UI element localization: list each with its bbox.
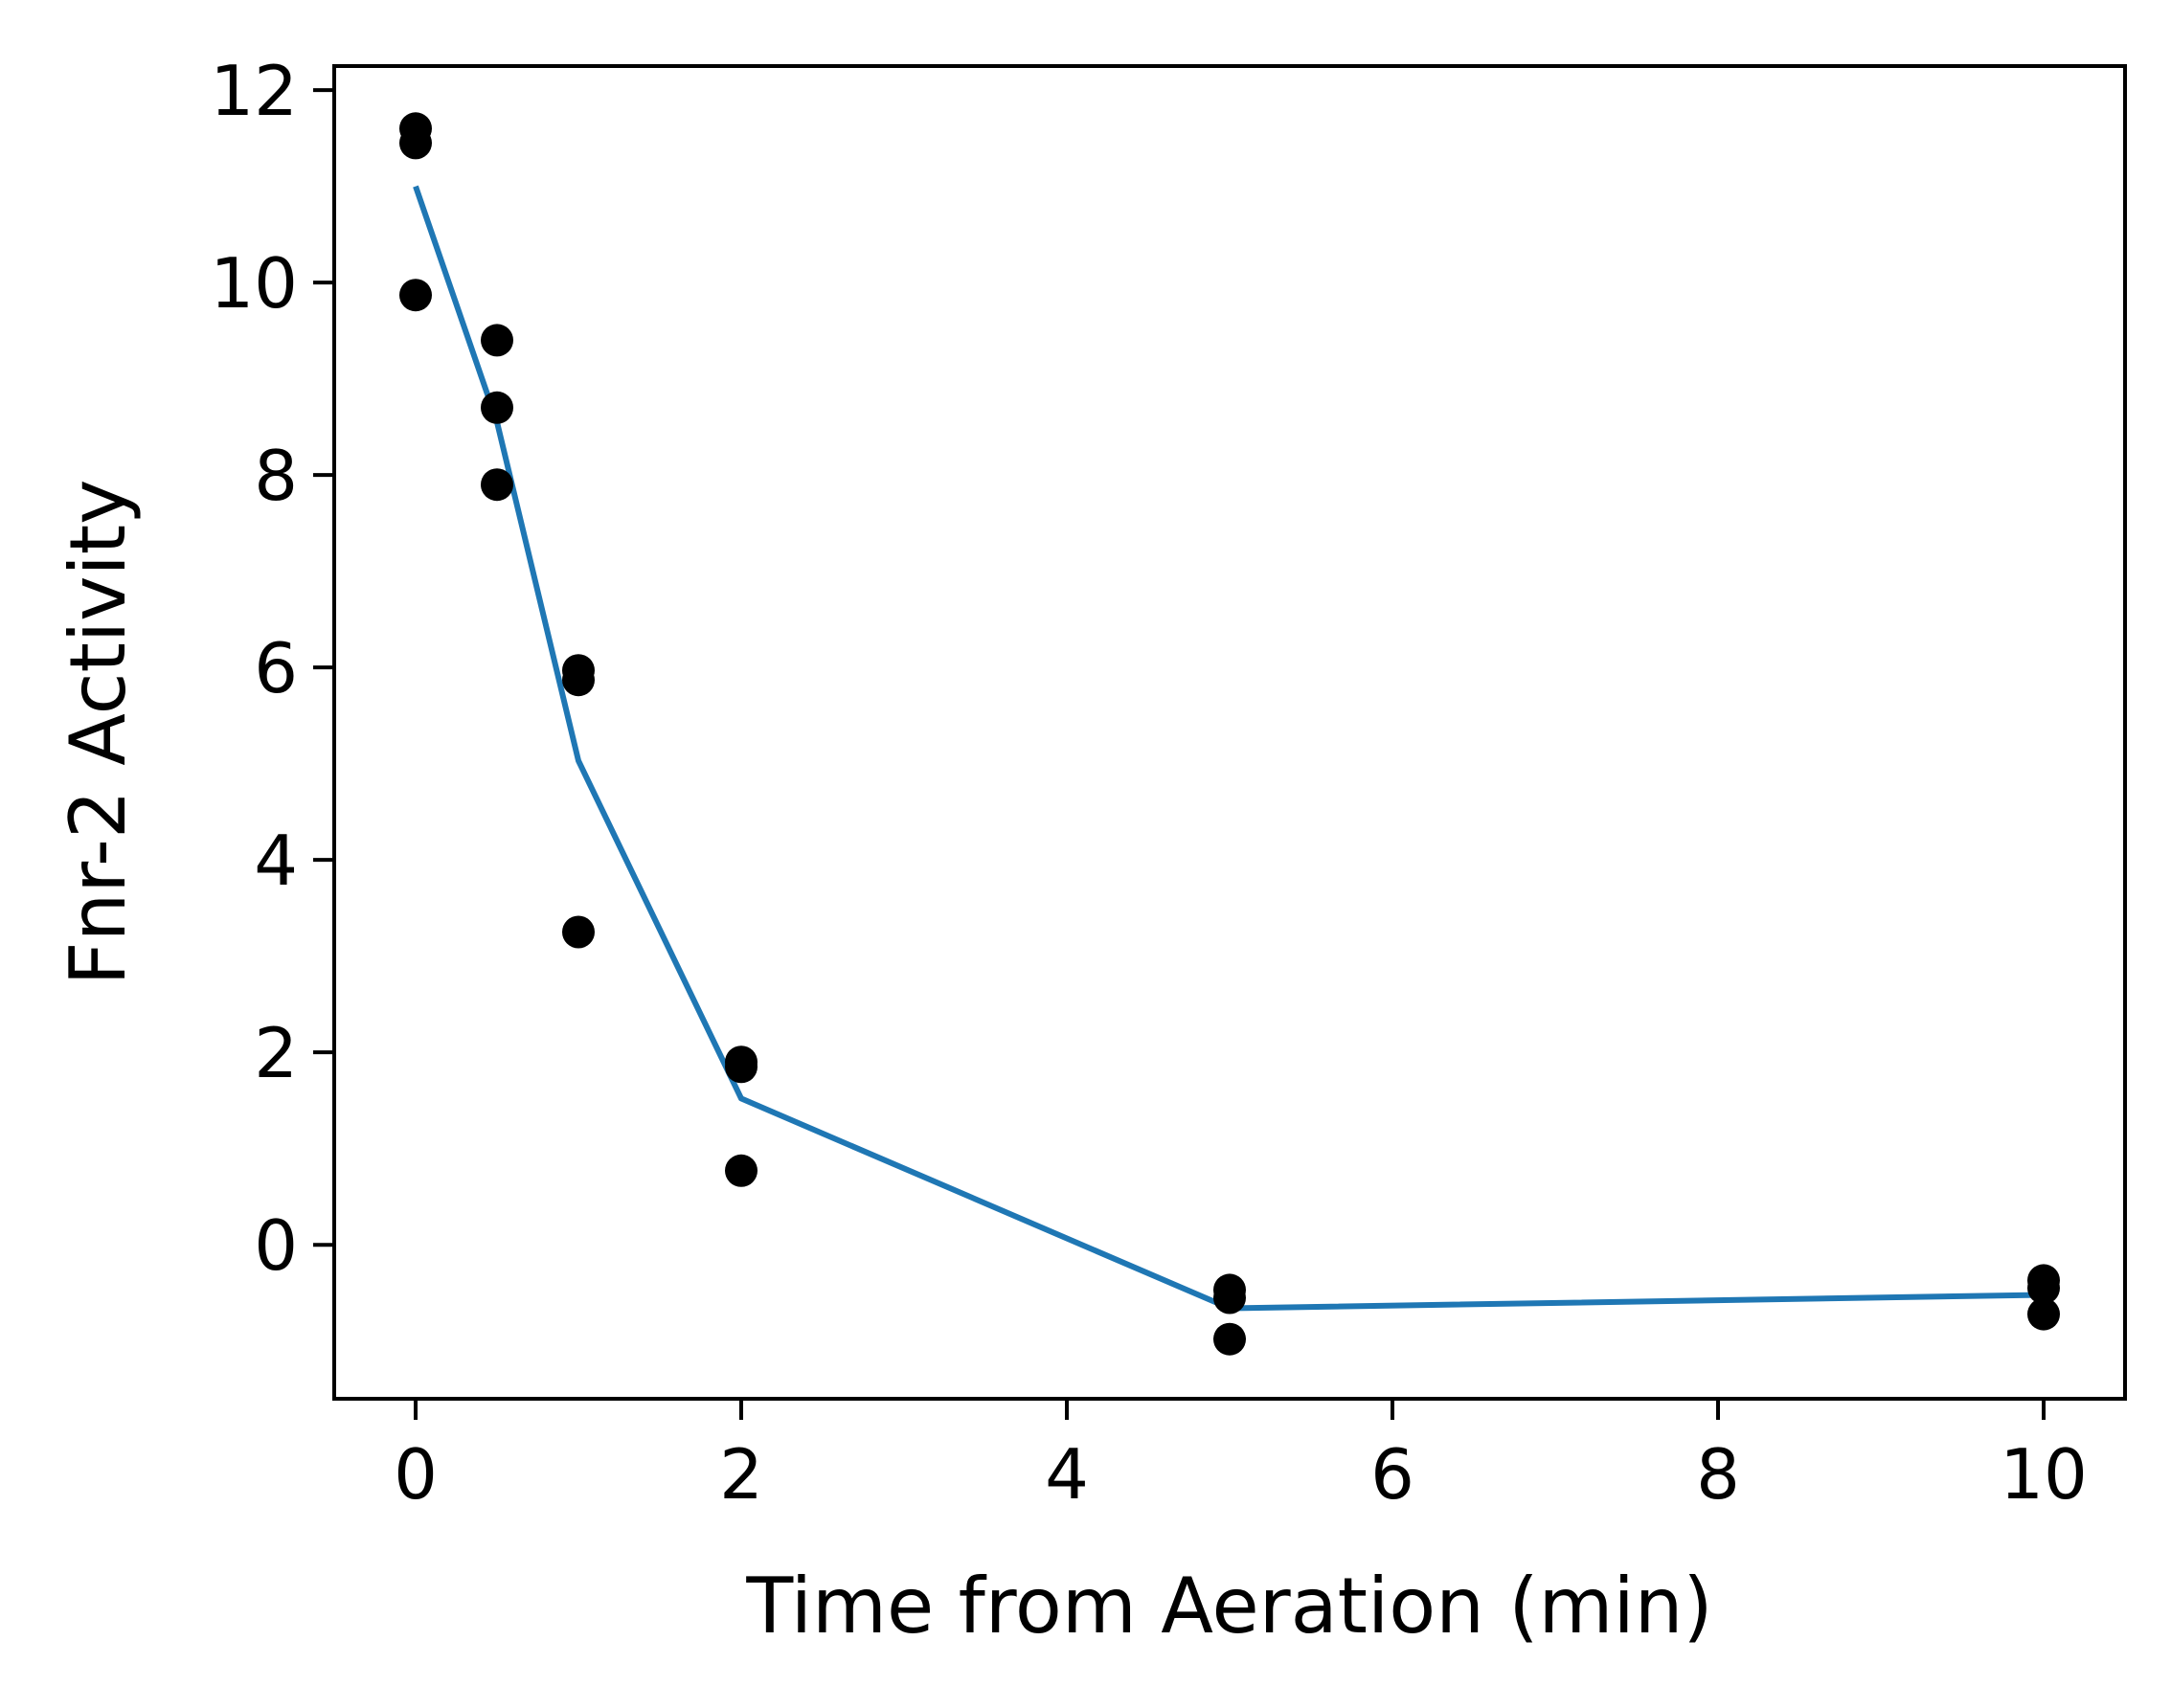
- y-tick-label: 4: [254, 820, 298, 901]
- y-axis-label: Fnr-2 Activity: [54, 480, 143, 986]
- y-tick-label: 2: [254, 1013, 298, 1093]
- x-axis-label: Time from Aeration (min): [745, 1562, 1712, 1651]
- data-point: [1213, 1281, 1246, 1315]
- data-point: [725, 1154, 758, 1187]
- fit-line: [413, 185, 2045, 1312]
- y-axis-ticks: 0 2 4 6 8 10 12: [210, 51, 334, 1286]
- y-tick-label: 8: [254, 436, 298, 516]
- data-point: [481, 324, 513, 357]
- data-point: [399, 279, 432, 312]
- x-tick-label: 4: [1045, 1434, 1089, 1515]
- data-point: [481, 391, 513, 424]
- y-tick-label: 6: [254, 628, 298, 708]
- y-tick-label: 12: [210, 51, 298, 131]
- x-tick-label: 6: [1370, 1434, 1414, 1515]
- data-points-layer: [399, 112, 2060, 1356]
- data-point: [1213, 1322, 1246, 1356]
- y-tick-label: 10: [210, 243, 298, 324]
- data-point: [2027, 1297, 2060, 1331]
- data-point: [562, 915, 595, 949]
- data-point: [2027, 1271, 2060, 1305]
- data-point: [725, 1050, 758, 1084]
- y-tick-label: 0: [254, 1205, 298, 1286]
- data-point: [399, 126, 432, 160]
- x-axis-ticks: 0 2 4 6 8 10: [394, 1399, 2088, 1515]
- plot-frame: [332, 64, 2127, 1401]
- data-point: [481, 468, 513, 502]
- x-tick-label: 2: [719, 1434, 763, 1515]
- x-tick-label: 10: [2000, 1434, 2088, 1515]
- x-tick-label: 8: [1696, 1434, 1740, 1515]
- data-point: [562, 663, 595, 697]
- fit-line-layer: [413, 185, 2045, 1312]
- x-tick-label: 0: [394, 1434, 438, 1515]
